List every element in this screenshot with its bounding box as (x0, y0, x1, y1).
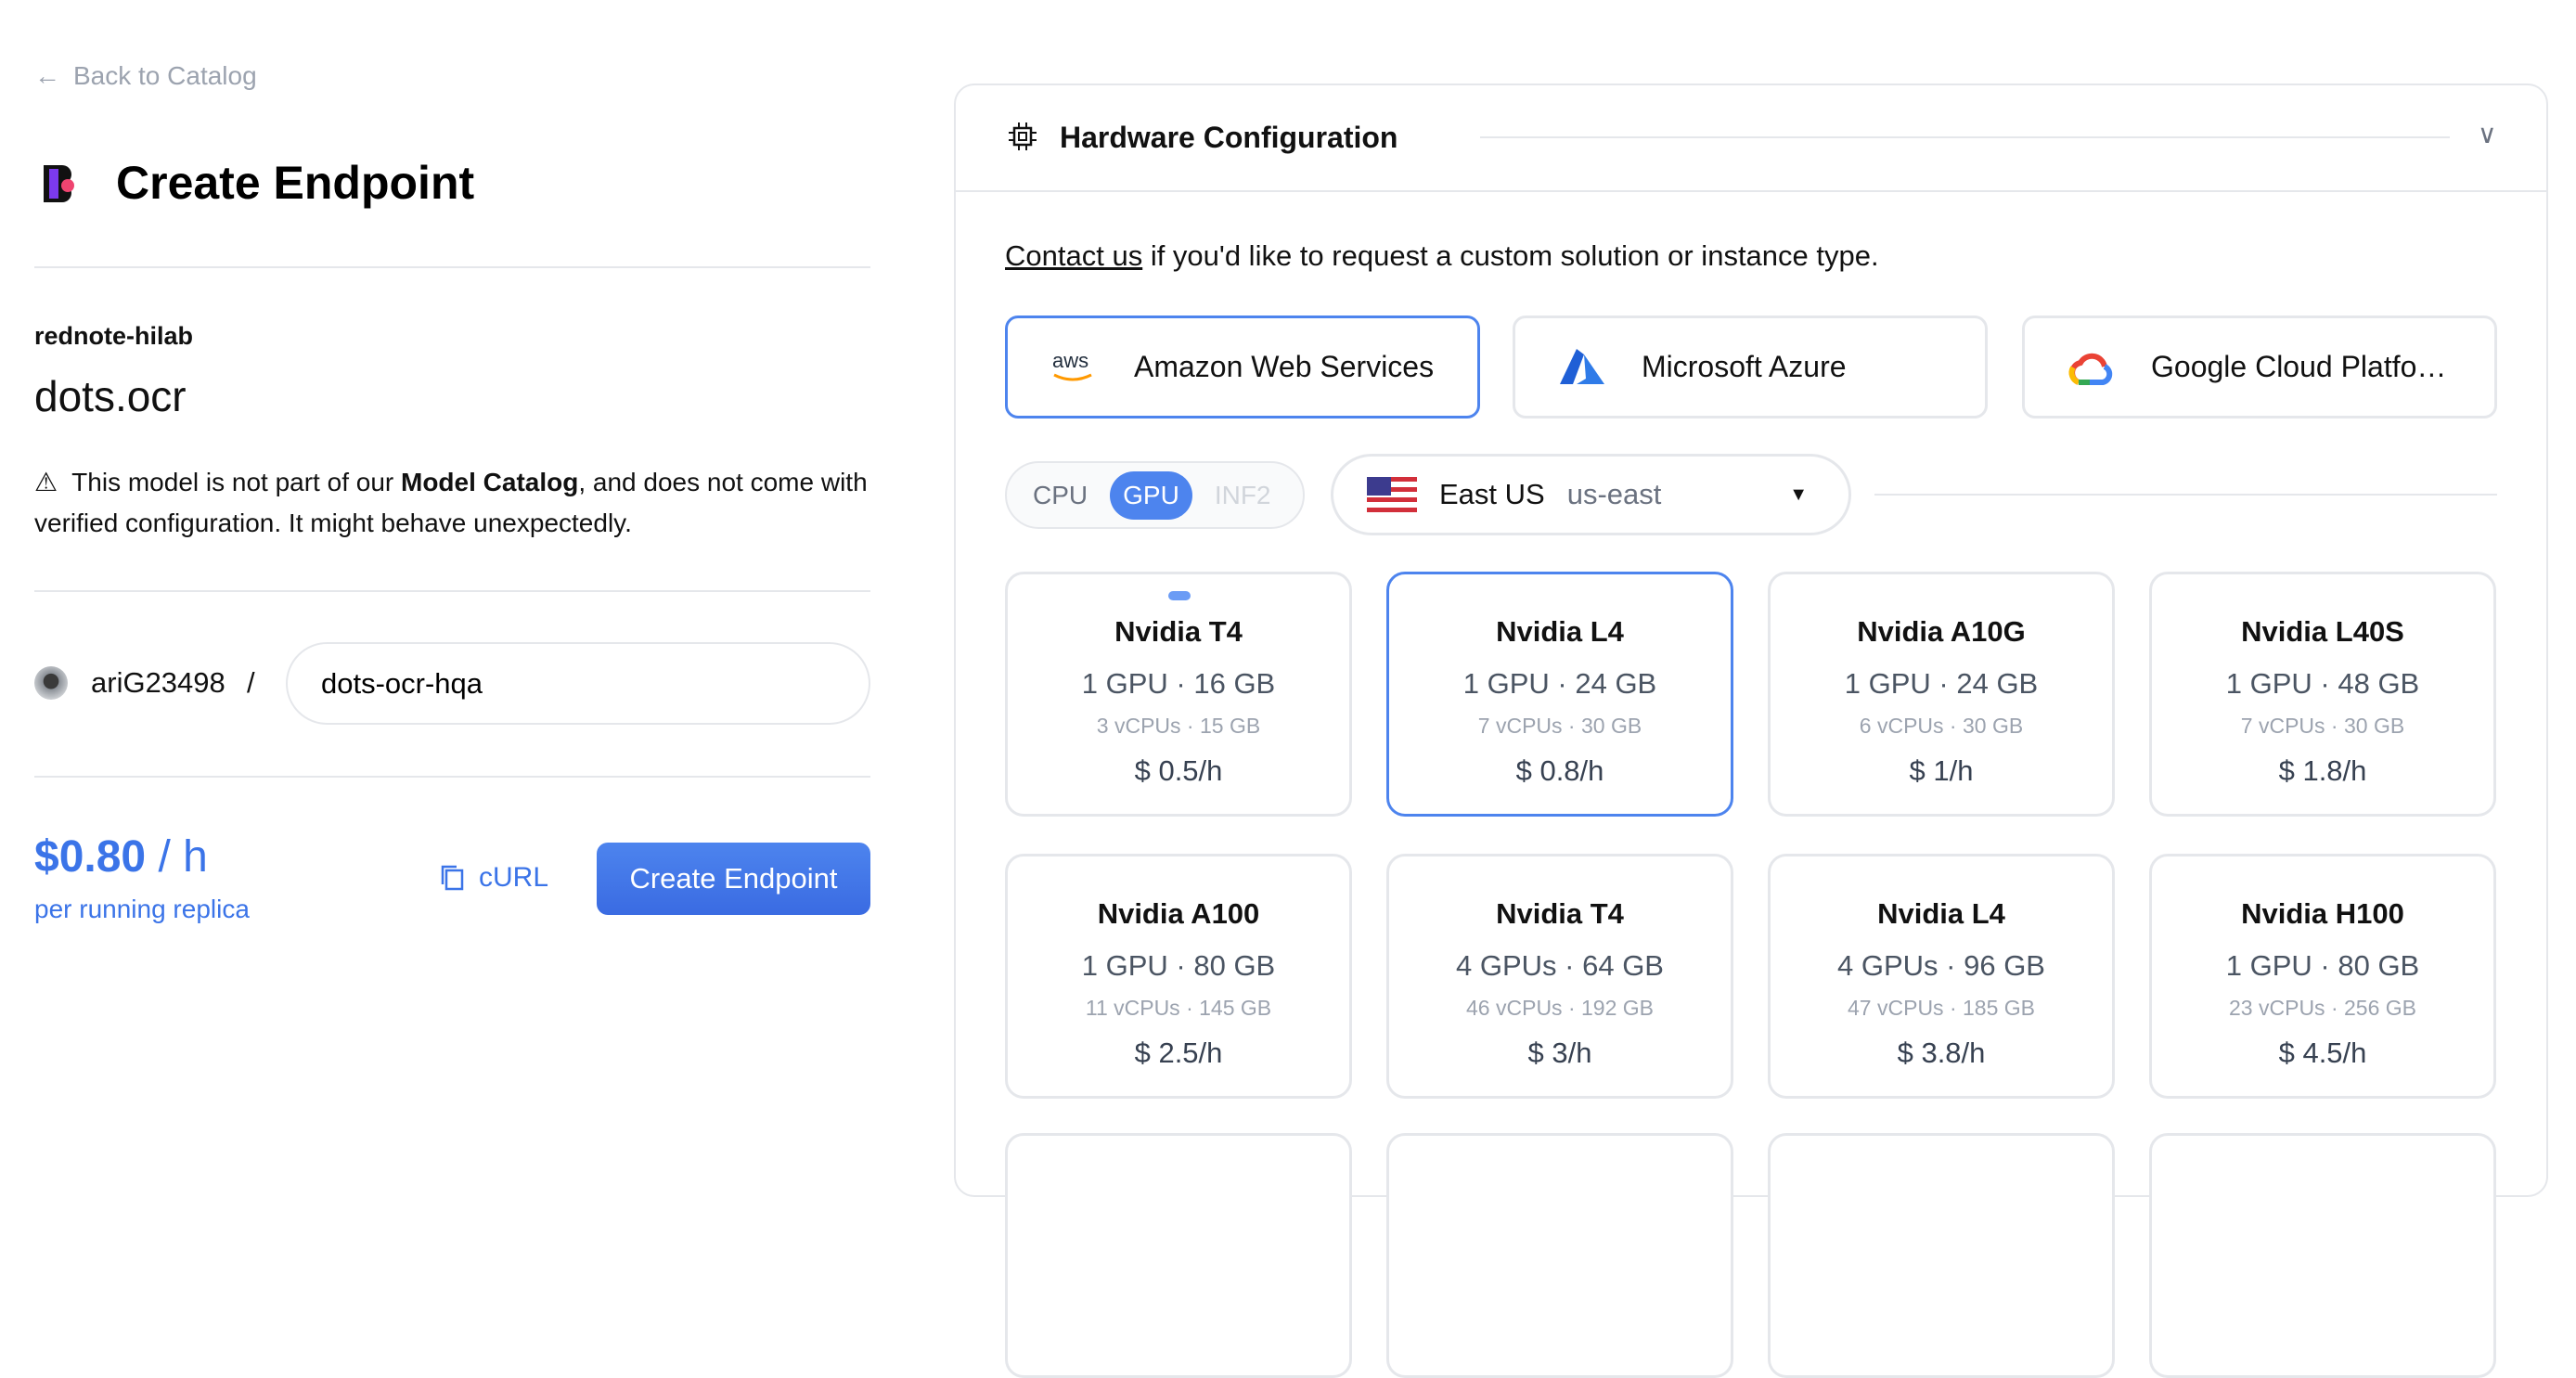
accelerator-gpu[interactable]: GPU (1110, 470, 1192, 520)
aws-logo-icon: aws (1052, 349, 1092, 380)
instance-cpu: 7 vCPUs · 30 GB (2240, 714, 2405, 738)
svg-text:aws: aws (1052, 349, 1088, 372)
instance-card[interactable]: Nvidia A100 1 GPU · 80 GB 11 vCPUs · 145… (1005, 854, 1352, 1099)
create-endpoint-button[interactable]: Create Endpoint (597, 843, 870, 915)
instance-price: $ 3.8/h (1897, 1037, 1986, 1069)
logo-icon (44, 165, 74, 202)
copy-icon (441, 865, 464, 891)
accelerator-cpu[interactable]: CPU (1033, 480, 1088, 509)
divider (1480, 136, 2450, 138)
instance-price: $ 1/h (1909, 754, 1974, 787)
panel-title: Hardware Configuration (1060, 121, 1398, 154)
warning-icon: ⚠ (34, 468, 58, 496)
divider (34, 776, 870, 778)
instance-card[interactable]: Nvidia T4 4 GPUs · 64 GB 46 vCPUs · 192 … (1386, 854, 1733, 1099)
instance-card[interactable] (1005, 1133, 1352, 1378)
instance-spec: 1 GPU · 24 GB (1844, 667, 2039, 700)
instance-card[interactable]: Nvidia A10G 1 GPU · 24 GB 6 vCPUs · 30 G… (1768, 572, 2115, 817)
instance-card[interactable]: Nvidia L40S 1 GPU · 48 GB 7 vCPUs · 30 G… (2149, 572, 2496, 817)
instance-cpu: 23 vCPUs · 256 GB (2229, 996, 2416, 1020)
instance-name: Nvidia L4 (1877, 897, 2005, 930)
instance-card[interactable] (2149, 1133, 2496, 1378)
us-flag-icon (1367, 477, 1417, 512)
instance-name: Nvidia H100 (2241, 897, 2404, 930)
instance-cpu: 47 vCPUs · 185 GB (1848, 996, 2035, 1020)
divider (34, 266, 870, 268)
instance-name: Nvidia A100 (1097, 897, 1260, 930)
instance-card[interactable]: Nvidia L4 1 GPU · 24 GB 7 vCPUs · 30 GB … (1386, 572, 1733, 817)
contact-us-link[interactable]: Contact us (1005, 239, 1143, 272)
divider (1874, 494, 2497, 496)
google-cloud-logo-icon (2068, 353, 2113, 385)
curl-button[interactable]: cURL (440, 862, 548, 894)
instance-cpu: 6 vCPUs · 30 GB (1859, 714, 2024, 738)
provider-gcp[interactable]: Google Cloud Platfo… (2022, 316, 2497, 419)
instance-cpu: 11 vCPUs · 145 GB (1085, 996, 1272, 1020)
instance-cpu: 3 vCPUs · 15 GB (1096, 714, 1261, 738)
arrow-left-icon: ← (34, 61, 60, 90)
instance-spec: 1 GPU · 16 GB (1081, 667, 1276, 700)
separator: / (247, 666, 255, 699)
instance-spec: 1 GPU · 24 GB (1462, 667, 1657, 700)
azure-logo-icon (1560, 348, 1604, 384)
caret-down-icon: ▼ (1789, 483, 1808, 505)
back-to-catalog-link[interactable]: ← Back to Catalog (34, 61, 257, 90)
owner-username: ariG23498 (91, 666, 225, 699)
instance-price: $ 3/h (1527, 1037, 1592, 1069)
instance-card[interactable]: Nvidia T4 1 GPU · 16 GB 3 vCPUs · 15 GB … (1005, 572, 1352, 817)
model-name: dots.ocr (34, 372, 187, 420)
hourly-price: $0.80 / h (34, 832, 208, 882)
instance-card[interactable] (1768, 1133, 2115, 1378)
page-title: Create Endpoint (116, 157, 475, 209)
indicator-dot (1168, 591, 1191, 600)
instance-name: Nvidia L40S (2241, 615, 2404, 648)
accelerator-toggle: CPU GPU INF2 (1005, 461, 1305, 529)
instance-cpu: 46 vCPUs · 192 GB (1466, 996, 1654, 1020)
instance-spec: 1 GPU · 80 GB (1081, 949, 1276, 982)
accelerator-inf2[interactable]: INF2 (1214, 480, 1271, 509)
instance-price: $ 0.8/h (1515, 754, 1604, 787)
divider (34, 590, 870, 592)
instance-price: $ 1.8/h (2278, 754, 2367, 787)
instance-name: Nvidia T4 (1114, 615, 1243, 648)
contact-text: Contact us if you'd like to request a cu… (1005, 239, 1879, 272)
instance-name: Nvidia L4 (1496, 615, 1624, 648)
region-select[interactable]: East US us-east ▼ (1331, 454, 1851, 535)
price-note: per running replica (34, 895, 250, 923)
provider-azure[interactable]: Microsoft Azure (1513, 316, 1988, 419)
panel-header[interactable]: Hardware Configuration ∨ (956, 85, 2546, 192)
instance-spec: 1 GPU · 48 GB (2225, 667, 2420, 700)
instance-cpu: 7 vCPUs · 30 GB (1477, 714, 1642, 738)
instance-spec: 4 GPUs · 96 GB (1837, 949, 2045, 982)
instance-card[interactable] (1386, 1133, 1733, 1378)
provider-aws[interactable]: aws Amazon Web Services (1005, 316, 1480, 419)
instance-price: $ 4.5/h (2278, 1037, 2367, 1069)
instance-price: $ 2.5/h (1134, 1037, 1223, 1069)
instance-spec: 4 GPUs · 64 GB (1456, 949, 1664, 982)
model-org: rednote-hilab (34, 322, 194, 350)
endpoint-name-input[interactable] (286, 642, 870, 725)
instance-name: Nvidia A10G (1857, 615, 2026, 648)
instance-card[interactable]: Nvidia H100 1 GPU · 80 GB 23 vCPUs · 256… (2149, 854, 2496, 1099)
instance-name: Nvidia T4 (1496, 897, 1624, 930)
instance-price: $ 0.5/h (1134, 754, 1223, 787)
instance-spec: 1 GPU · 80 GB (2225, 949, 2420, 982)
avatar (34, 666, 68, 700)
warning-message: ⚠ This model is not part of our Model Ca… (34, 468, 868, 537)
chip-icon (1009, 122, 1037, 150)
instance-card[interactable]: Nvidia L4 4 GPUs · 96 GB 47 vCPUs · 185 … (1768, 854, 2115, 1099)
chevron-down-icon[interactable]: ∨ (2478, 120, 2497, 148)
